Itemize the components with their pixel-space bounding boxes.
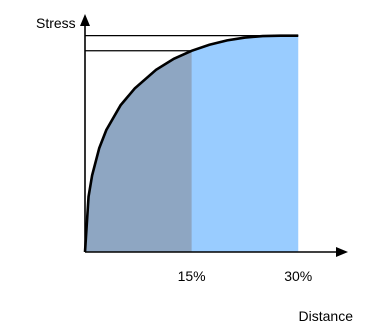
y-axis-label: Stress [36,15,76,31]
x-axis-arrowhead [336,247,348,257]
shaded-region-2 [85,50,192,253]
x-axis-label: Distance [299,308,354,324]
shaded-regions [85,35,299,253]
stress-curve [83,34,299,253]
y-axis-arrowhead [80,14,90,26]
axes [80,14,348,257]
x-tick-label: 30% [284,268,312,284]
x-tick-label: 15% [178,268,206,284]
x-tick-labels: 15% 30% [178,268,313,284]
